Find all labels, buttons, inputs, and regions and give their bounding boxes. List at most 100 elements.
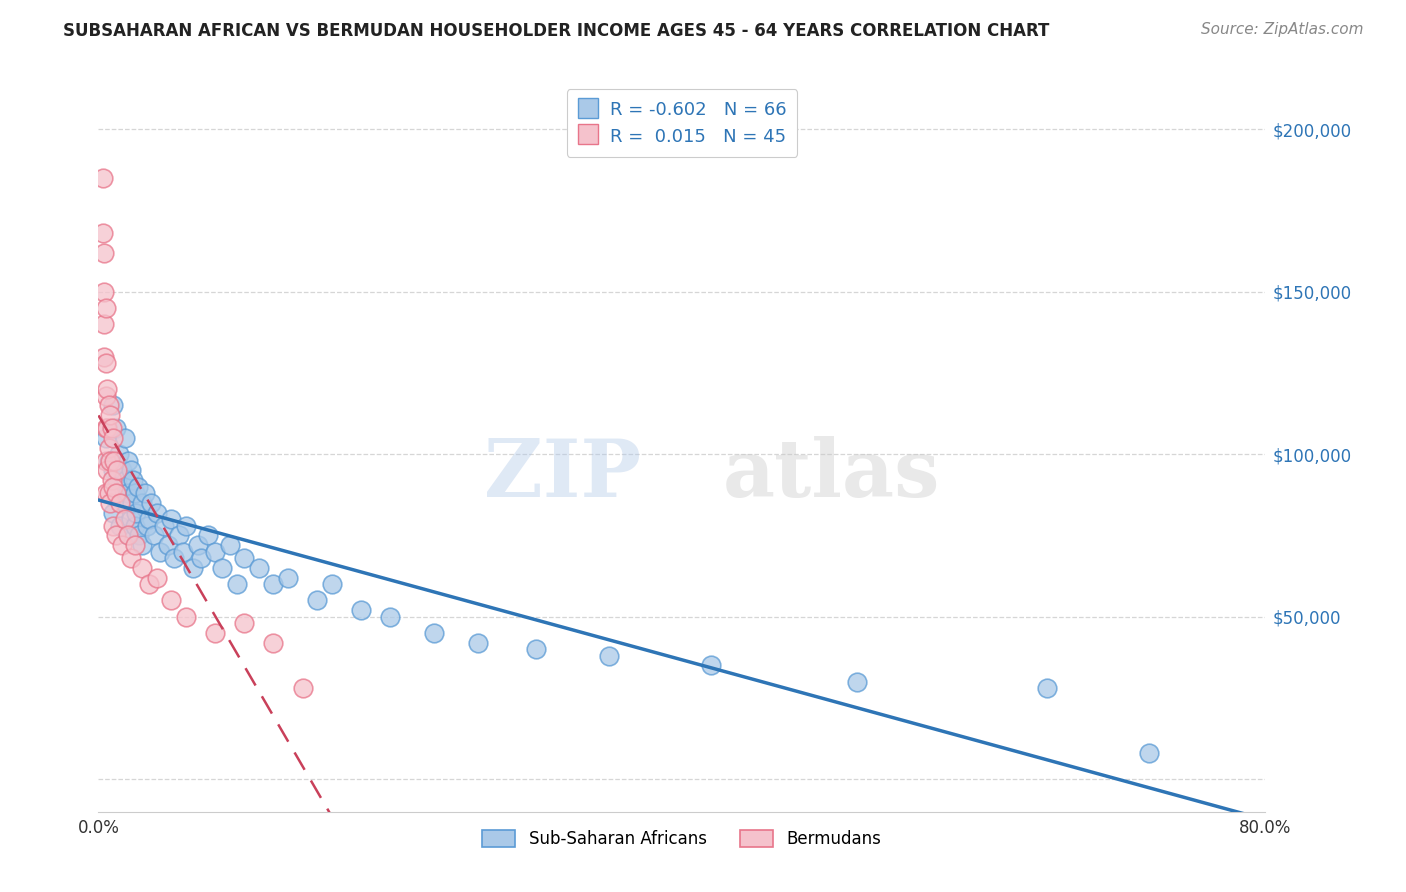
Point (101, 518, 124, 533)
Point (97, 398, 120, 412)
Point (121, 496, 143, 510)
Point (103, 453, 125, 467)
Point (131, 496, 153, 510)
Point (423, 626, 446, 640)
Point (111, 463, 134, 477)
Point (114, 496, 136, 510)
Text: ZIP: ZIP (484, 436, 641, 515)
Point (233, 551, 256, 566)
Point (104, 421, 127, 435)
Point (233, 616, 256, 631)
Text: Source: ZipAtlas.com: Source: ZipAtlas.com (1201, 22, 1364, 37)
Point (163, 551, 186, 566)
Point (124, 518, 146, 533)
Point (98, 453, 121, 467)
Point (204, 544, 226, 558)
Point (190, 551, 212, 566)
Point (153, 518, 176, 533)
Point (134, 486, 156, 500)
Point (218, 538, 240, 552)
Point (167, 528, 190, 542)
Point (131, 538, 153, 552)
Point (380, 609, 402, 624)
Point (97, 453, 120, 467)
Point (110, 496, 132, 510)
Point (262, 577, 284, 591)
Point (226, 577, 249, 591)
Point (94, 301, 117, 315)
Point (247, 561, 270, 575)
Point (94, 356, 117, 370)
Point (146, 506, 169, 520)
Point (350, 603, 373, 617)
Point (115, 473, 138, 487)
Point (97, 441, 120, 455)
Point (100, 473, 122, 487)
Point (187, 538, 209, 552)
Legend: Sub-Saharan Africans, Bermudans: Sub-Saharan Africans, Bermudans (475, 823, 889, 855)
Point (93, 285, 115, 299)
Point (104, 528, 127, 542)
Point (138, 512, 160, 526)
Point (93, 317, 115, 331)
Point (120, 463, 142, 477)
Point (101, 398, 124, 412)
Point (524, 642, 547, 657)
Point (598, 648, 620, 663)
Point (97, 486, 120, 500)
Point (111, 538, 134, 552)
Point (105, 473, 128, 487)
Point (135, 518, 157, 533)
Point (94, 389, 117, 403)
Point (91, 226, 114, 240)
Point (149, 544, 172, 558)
Point (114, 512, 136, 526)
Point (101, 463, 124, 477)
Point (98, 408, 121, 422)
Point (157, 538, 180, 552)
Point (114, 431, 136, 445)
Point (94, 486, 117, 500)
Point (1035, 681, 1057, 696)
Point (204, 626, 226, 640)
Point (120, 512, 142, 526)
Point (93, 350, 115, 364)
Point (98, 496, 121, 510)
Point (101, 506, 124, 520)
Point (160, 512, 183, 526)
Point (108, 447, 131, 461)
Point (467, 635, 489, 649)
Point (197, 528, 219, 542)
Point (105, 463, 128, 477)
Point (846, 674, 869, 689)
Point (96, 382, 118, 396)
Point (91, 170, 114, 185)
Point (117, 528, 139, 542)
Point (96, 463, 118, 477)
Point (211, 561, 233, 575)
Point (120, 551, 142, 566)
Point (181, 561, 204, 575)
Point (139, 496, 162, 510)
Point (117, 528, 139, 542)
Point (127, 480, 149, 494)
Point (94, 453, 117, 467)
Point (1137, 746, 1160, 760)
Point (131, 561, 153, 575)
Text: SUBSAHARAN AFRICAN VS BERMUDAN HOUSEHOLDER INCOME AGES 45 - 64 YEARS CORRELATION: SUBSAHARAN AFRICAN VS BERMUDAN HOUSEHOLD… (63, 22, 1050, 40)
Point (146, 571, 169, 585)
Point (172, 544, 194, 558)
Point (101, 431, 124, 445)
Point (93, 245, 115, 260)
Point (321, 577, 343, 591)
Point (96, 421, 118, 435)
Point (124, 538, 146, 552)
Point (100, 421, 122, 435)
Point (307, 593, 329, 607)
Text: atlas: atlas (723, 436, 941, 515)
Point (138, 577, 160, 591)
Point (128, 528, 150, 542)
Point (101, 480, 124, 494)
Point (117, 453, 139, 467)
Point (262, 635, 284, 649)
